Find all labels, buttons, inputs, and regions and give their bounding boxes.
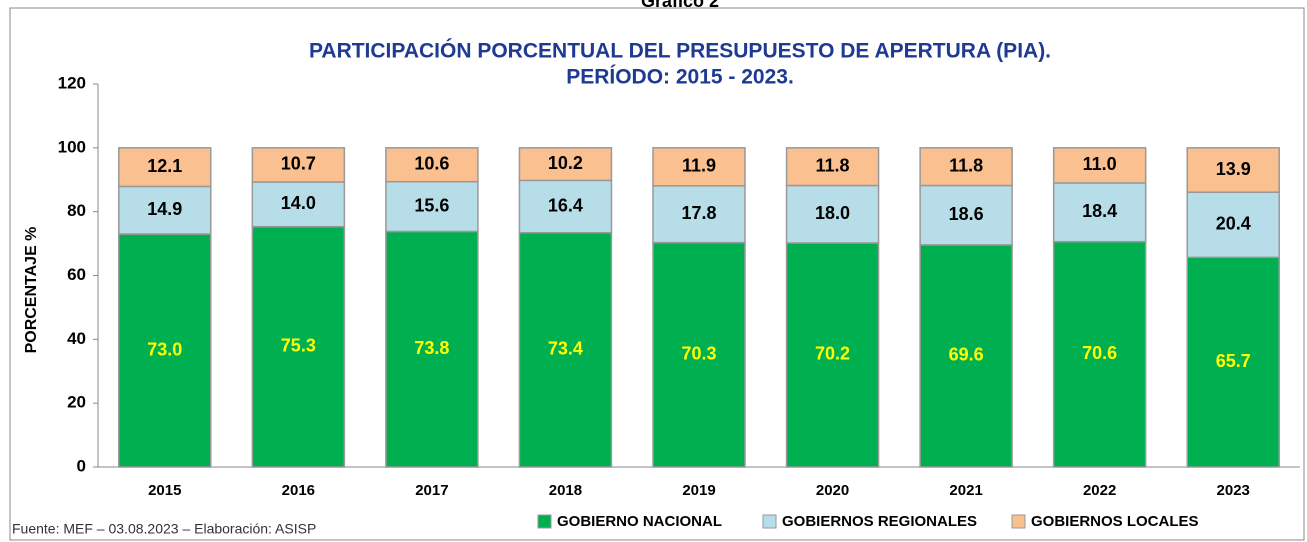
y-tick-label: 60 (67, 265, 86, 284)
legend-swatch (537, 514, 552, 529)
data-label: 11.8 (816, 155, 850, 175)
bar-segment (118, 147, 212, 188)
chart-title: PARTICIPACIÓN PORCENTUAL DEL PRESUPUESTO… (309, 39, 1051, 63)
legend-label: GOBIERNOS LOCALES (1031, 513, 1199, 530)
bar-segment (1052, 240, 1147, 468)
y-tick-label: 0 (77, 456, 86, 475)
bar-segment (652, 147, 746, 187)
bar-segment (785, 242, 880, 468)
data-label: 13.9 (1216, 159, 1251, 179)
bar-segment (1052, 147, 1147, 184)
source-note: Fuente: MEF – 03.08.2023 – Elaboración: … (12, 521, 316, 537)
bar-segment (251, 147, 346, 183)
data-label: 18.0 (815, 203, 850, 223)
legend-label: GOBIERNO NACIONAL (557, 513, 722, 530)
figure-label: Gráfico 2 (641, 0, 719, 11)
data-label: 75.3 (281, 336, 316, 356)
data-label: 10.7 (281, 154, 316, 174)
y-tick-label: 80 (67, 201, 86, 220)
data-label: 12.1 (147, 156, 182, 176)
bar-segment (251, 181, 346, 228)
bar-segment (919, 244, 1013, 468)
bar-segment (785, 147, 880, 187)
data-label: 65.7 (1216, 351, 1251, 371)
data-label: 16.4 (548, 195, 583, 215)
bar-segment (785, 184, 880, 244)
x-tick-label: 2021 (949, 482, 982, 499)
y-tick-label: 120 (58, 73, 86, 92)
data-label: 10.6 (414, 153, 449, 173)
bar-segment (385, 147, 479, 183)
bar-segment (1052, 182, 1147, 243)
bar-segment (652, 241, 746, 468)
y-tick-label: 20 (67, 393, 86, 412)
x-tick-label: 2023 (1217, 482, 1250, 499)
bar-segment (919, 184, 1013, 246)
data-label: 70.2 (815, 344, 850, 364)
data-label: 18.6 (949, 204, 984, 224)
x-tick-label: 2015 (148, 482, 181, 499)
data-label: 70.3 (681, 344, 716, 364)
chart-subtitle: PERÍODO: 2015 - 2023. (566, 66, 794, 89)
data-label: 14.9 (147, 199, 182, 219)
x-tick-label: 2020 (816, 482, 849, 499)
data-label: 14.0 (281, 193, 316, 213)
data-label: 70.6 (1082, 343, 1117, 363)
data-label: 20.4 (1216, 214, 1251, 234)
data-label: 11.0 (1083, 154, 1117, 174)
data-label: 15.6 (414, 195, 449, 215)
y-axis-label: PORCENTAJE % (23, 227, 40, 354)
data-label: 73.8 (414, 338, 449, 358)
x-tick-label: 2017 (415, 482, 448, 499)
x-tick-label: 2016 (282, 482, 315, 499)
y-tick-label: 40 (67, 329, 86, 348)
bar-segment (118, 233, 212, 468)
bar-segment (1186, 147, 1280, 193)
data-label: 11.9 (682, 156, 716, 176)
bar-segment (919, 147, 1013, 187)
bar-segment (518, 179, 613, 234)
bar-segment (1186, 191, 1280, 259)
data-label: 11.8 (949, 155, 983, 175)
data-label: 73.0 (147, 339, 182, 359)
y-tick-label: 100 (58, 137, 86, 156)
bar-segment (1186, 256, 1280, 468)
legend-label: GOBIERNOS REGIONALES (782, 513, 977, 530)
legend-swatch (1011, 514, 1026, 529)
bar-segment (385, 180, 479, 233)
legend-swatch (762, 514, 777, 529)
x-tick-label: 2019 (682, 482, 715, 499)
data-label: 69.6 (949, 345, 984, 365)
bar-segment (251, 225, 346, 468)
bar-segment (652, 185, 746, 244)
x-tick-label: 2018 (549, 482, 582, 499)
bar-segment (518, 147, 613, 182)
data-label: 10.2 (548, 153, 583, 173)
bar-segment (385, 230, 479, 468)
data-label: 73.4 (548, 339, 583, 359)
data-label: 17.8 (681, 203, 716, 223)
data-label: 18.4 (1082, 201, 1117, 221)
x-tick-label: 2022 (1083, 482, 1116, 499)
